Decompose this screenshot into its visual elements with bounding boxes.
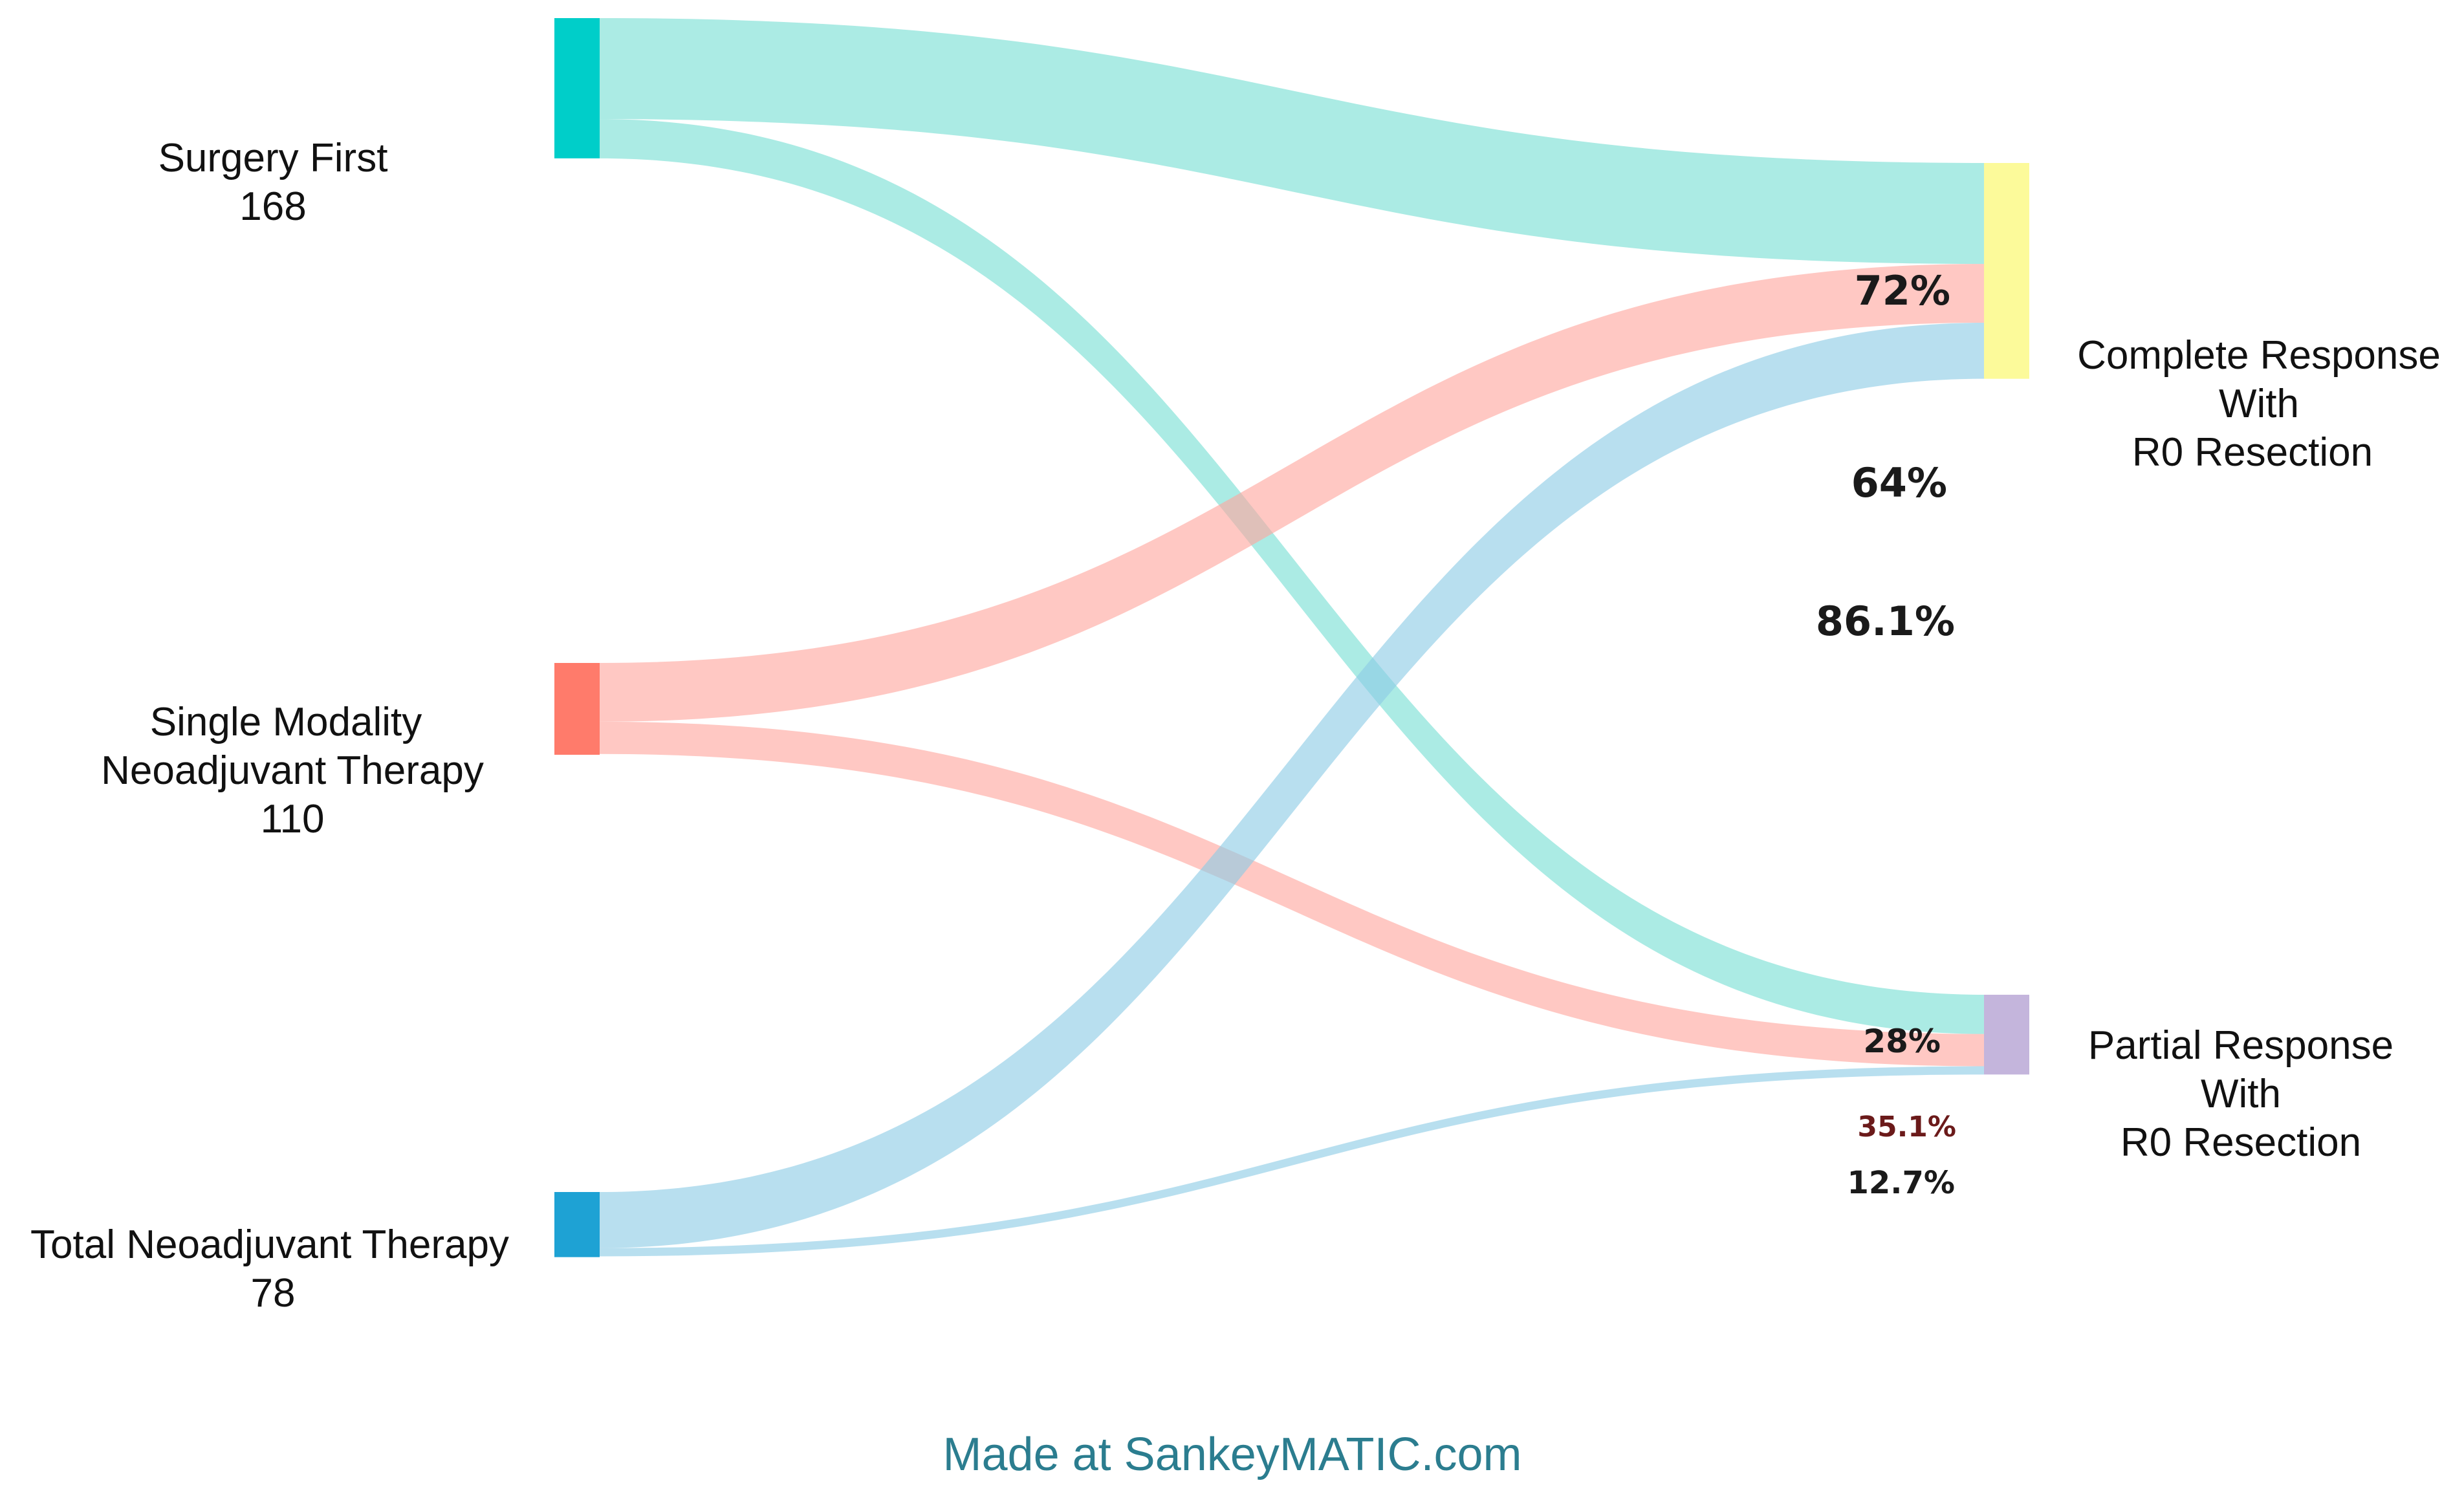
node-name: Surgery First [158, 136, 388, 180]
node-name-line-3: R0 Resection [2132, 430, 2373, 475]
node-name-line-1: Single Modality [150, 700, 422, 744]
sankeymatic-credit[interactable]: Made at SankeyMATIC.com [943, 1429, 1522, 1480]
node-bar-sm [554, 663, 600, 755]
link-sf-to-pr [600, 119, 1984, 1034]
node-name: Total Neoadjuvant Therapy [30, 1222, 509, 1267]
node-bar-sf [554, 18, 600, 158]
sankey-links [600, 18, 1984, 1257]
node-value: 78 [251, 1271, 296, 1316]
flow-label-surgery-first-partial: 28% [1863, 1023, 1941, 1060]
sankey-nodes [554, 18, 2029, 1257]
flow-label-total-neoadjuvant-partial: 12.7% [1847, 1165, 1955, 1201]
node-bar-pr [1984, 995, 2029, 1075]
node-name-line-1: Partial Response [2088, 1023, 2393, 1068]
link-tn-to-cr [600, 322, 1984, 1248]
link-sm-to-pr [600, 721, 1984, 1067]
node-name-line-2: With [2219, 382, 2299, 426]
node-name-line-2: Neoadjuvant Therapy [101, 748, 484, 793]
link-sm-to-cr [600, 264, 1984, 722]
node-label-complete-response: Complete Response With R0 Resection [2077, 333, 2441, 475]
node-name-line-1: Complete Response [2077, 333, 2441, 378]
flow-label-single-modality-complete: 64% [1851, 459, 1947, 506]
link-sf-to-cr [600, 18, 1984, 265]
node-value: 168 [239, 184, 306, 229]
node-bar-tn [554, 1192, 600, 1257]
node-label-partial-response: Partial Response With R0 Resection [2088, 1023, 2393, 1165]
node-name-line-3: R0 Resection [2121, 1120, 2361, 1165]
node-label-surgery-first: Surgery First 168 [158, 136, 388, 229]
flow-label-single-modality-partial: 35.1% [1857, 1111, 1956, 1144]
node-value: 110 [261, 797, 325, 841]
node-bar-cr [1984, 163, 2029, 379]
node-label-total-neoadjuvant: Total Neoadjuvant Therapy 78 [30, 1222, 509, 1316]
node-label-single-modality: Single Modality Neoadjuvant Therapy 110 [101, 700, 484, 841]
flow-label-total-neoadjuvant-complete: 86.1% [1816, 598, 1955, 645]
flow-label-surgery-first-complete: 72% [1855, 267, 1950, 314]
link-tn-to-pr [600, 1066, 1984, 1257]
node-name-line-2: With [2201, 1072, 2281, 1116]
